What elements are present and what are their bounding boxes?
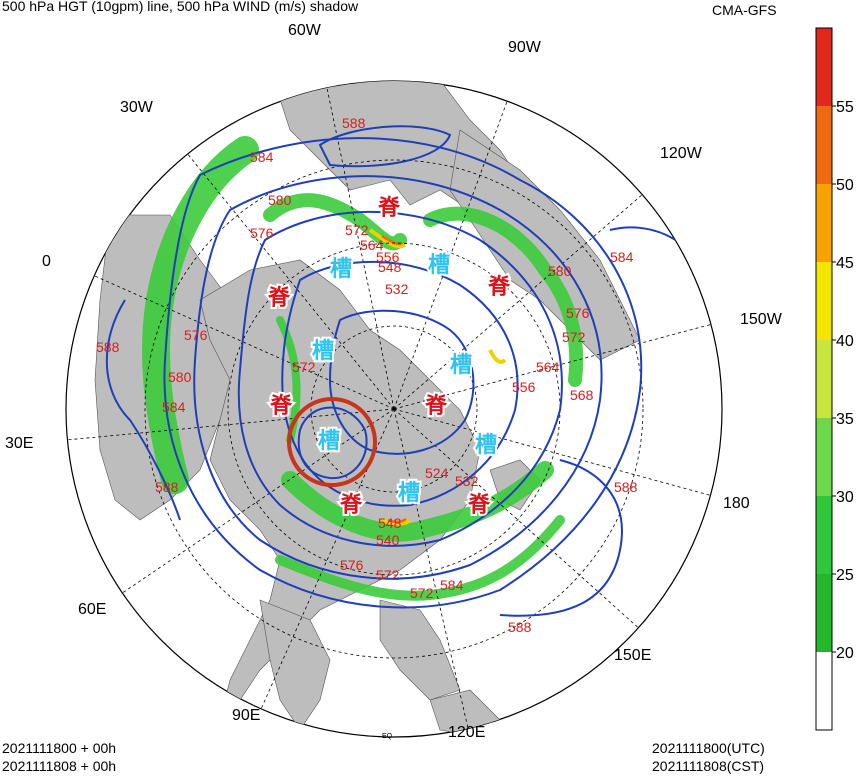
contour-value-labels: 588 584 580 576 572 564 556 548 532 524 … [96,115,638,635]
contour-label: 556 [512,379,536,395]
lon-label-150e: 150E [614,647,651,664]
footer-cst-time: 2021111808(CST) [652,758,765,774]
contour-588-west [105,299,181,521]
contour-label: 532 [385,281,409,297]
contour-label: 572 [410,585,434,601]
ridge-label: 脊 [487,274,511,300]
contour-pacific-588 [499,459,623,617]
ridge-label: 脊 [269,393,293,419]
contour-label: 584 [250,149,274,165]
lon-label-90e: 90E [232,707,260,724]
lon-label-30e: 30E [5,435,33,452]
contour-label: 572 [376,567,400,583]
jet-atlantic [141,136,259,494]
ridge-label: 脊 [267,285,291,311]
contour-label: 548 [378,515,402,531]
colorbar-tick: 50 [836,177,854,194]
contour-label: 580 [268,192,292,208]
contour-label: 564 [536,359,560,375]
wind-speed-colorbar: 55 50 45 40 35 30 25 20 [815,27,854,731]
trough-label: 槽 [428,253,450,278]
colorbar-tick: 20 [836,645,854,662]
contour-532-inner [328,309,475,455]
land-europe-africa [94,214,251,521]
contour-label: 588 [342,115,366,131]
jet-pacific [423,206,584,387]
contour-label: 524 [425,465,449,481]
contour-label: 588 [614,479,638,495]
land-india [259,599,331,731]
lon-label-30w: 30W [120,99,154,116]
contour-label: 540 [376,532,400,548]
lon-label-180: 180 [723,495,750,512]
wind-shading [141,136,584,601]
height-contours [105,125,701,617]
colorbar-tick: 55 [836,99,854,116]
contour-label: 532 [455,473,479,489]
footer-utc-time: 2021111800(UTC) [652,740,765,756]
contour-label: 584 [162,399,186,415]
highlight-circle [287,397,377,487]
contour-label: 576 [250,225,274,241]
trough-label: 槽 [330,257,352,282]
colorbar-tick: 45 [836,255,854,272]
wind-shading-strong [368,228,507,526]
ridge-label: 脊 [467,492,491,518]
footer-init-time: 2021111800 + 00h [2,740,117,756]
land-masses [94,81,641,736]
contour-trough-circle [297,406,368,480]
contour-548-ring [281,260,519,507]
contour-label: 576 [184,327,208,343]
equator-label: EQ [382,733,393,740]
trough-label: 槽 [312,339,334,364]
contour-label: 572 [345,222,369,238]
contour-564-ring [237,210,563,547]
trough-label: 槽 [398,481,420,506]
longitude-labels: 60W 90W 30W 120W 0 150W 30E 180 60E 150E… [5,22,783,741]
colorbar-tick: 30 [836,489,854,506]
lon-label-60e: 60E [78,601,106,618]
contour-label: 568 [570,387,594,403]
trough-label: 槽 [475,433,497,458]
contour-label: 588 [155,479,179,495]
trough-ridge-annotations: 脊 槽 槽 脊 脊 槽 槽 脊 脊 槽 槽 槽 脊 脊 [265,193,513,520]
contour-label: 588 [96,339,120,355]
lon-label-0: 0 [42,253,51,270]
lon-label-90w: 90W [508,39,542,56]
colorbar-tick: 40 [836,333,854,350]
land-north-america [449,129,641,361]
contour-label: 572 [292,359,316,375]
trough-label: 槽 [450,353,472,378]
footer-valid-time: 2021111808 + 00h [2,758,117,774]
contour-label: 584 [610,249,634,265]
contour-label: 580 [168,369,192,385]
contour-label: 576 [566,305,590,321]
ridge-label: 脊 [377,195,401,221]
colorbar-tick: 25 [836,567,854,584]
lon-label-60w: 60W [288,22,322,39]
contour-label: 588 [508,619,532,635]
contour-label: 556 [376,249,400,265]
model-source-label: CMA-GFS [712,2,777,18]
contour-label: 564 [360,237,384,253]
contour-label: 580 [548,263,572,279]
contour-584-ring [163,137,643,609]
map-title: 500 hPa HGT (10gpm) line, 500 hPa WIND (… [2,0,359,14]
lon-label-150w: 150W [740,311,783,328]
trough-label: 槽 [318,429,340,454]
contour-576-ring [193,175,603,580]
ridge-label: 脊 [339,492,363,518]
jet-southern [275,515,565,601]
contour-label: 576 [340,557,364,573]
colorbar-tick: 35 [836,411,854,428]
lon-label-120e: 120E [448,724,485,741]
land-se-asia [379,599,461,701]
contour-label: 572 [562,329,586,345]
lon-label-120w: 120W [660,145,703,162]
contour-north-588 [318,125,452,168]
ridge-label: 脊 [424,393,448,419]
contour-label: 548 [378,259,402,275]
contour-label: 584 [440,577,464,593]
